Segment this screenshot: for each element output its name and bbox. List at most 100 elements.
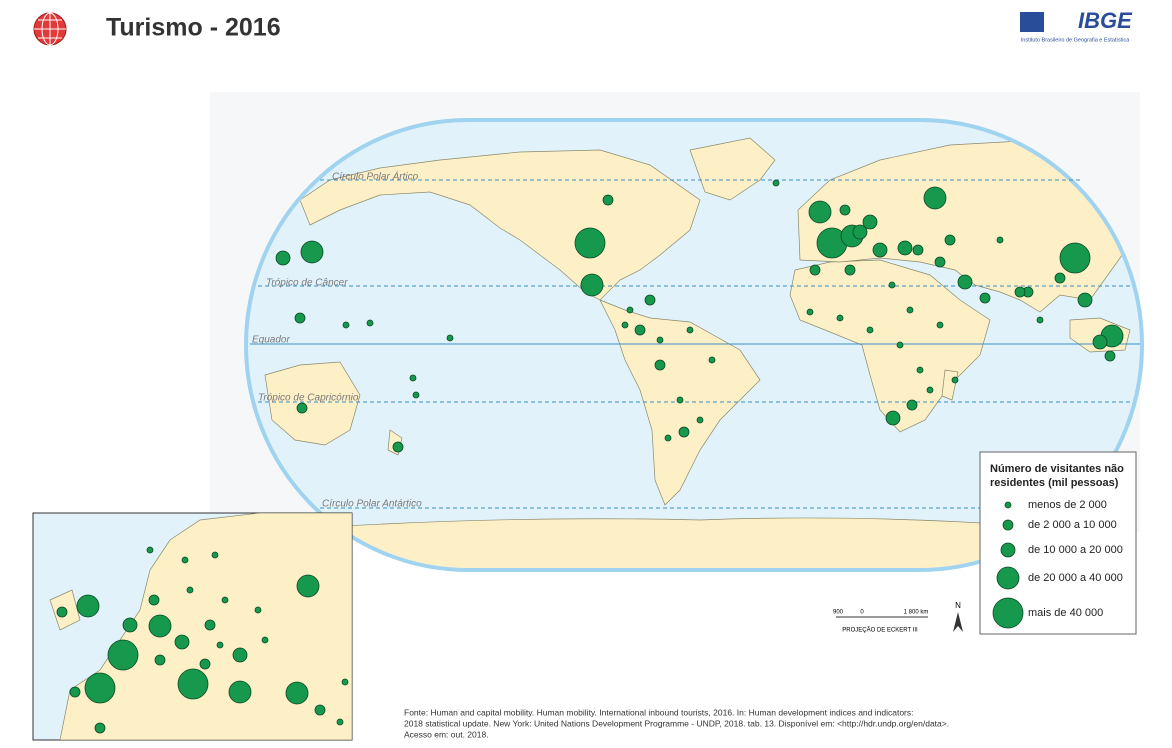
tourism-circle: [1104, 350, 1116, 362]
greenland: [689, 137, 776, 201]
tourism-circle: [232, 647, 248, 663]
tourism-circle: [216, 641, 224, 649]
tourism-circle: [644, 294, 656, 306]
tourism-circle: [154, 654, 166, 666]
tourism-circle: [69, 686, 81, 698]
tourism-circle: [1036, 316, 1044, 324]
tourism-circle: [626, 306, 634, 314]
tourism-circle: [341, 678, 349, 686]
tourism-circle: [696, 416, 704, 424]
projection: PROJEÇÃO DE ECKERT III: [842, 627, 918, 634]
legend-label: de 20 000 a 40 000: [1028, 572, 1123, 584]
tourism-circle: [342, 321, 350, 329]
tourism-circle: [1054, 272, 1066, 284]
tourism-circle: [897, 240, 913, 256]
tourism-circle: [366, 319, 374, 327]
tourism-circle: [979, 292, 991, 304]
parallel-label: Trópico de Capricórnio: [258, 393, 359, 404]
tourism-circle: [261, 636, 269, 644]
tourism-circle: [926, 386, 934, 394]
tourism-circle: [174, 634, 190, 650]
tourism-circle: [148, 614, 172, 638]
tourism-circle: [296, 402, 308, 414]
legend-symbol: [1000, 542, 1016, 558]
parallel-label: Trópico de Câncer: [266, 278, 348, 289]
tourism-circle: [211, 551, 219, 559]
tourism-circle: [678, 426, 690, 438]
logo: IBGE: [1078, 8, 1133, 33]
tourism-circle: [621, 321, 629, 329]
tourism-circle: [1014, 286, 1026, 298]
legend-title: Número de visitantes não: [990, 463, 1124, 475]
tourism-circle: [446, 334, 454, 342]
title: Turismo - 2016: [106, 14, 281, 42]
tourism-circle: [916, 366, 924, 374]
tourism-circle: [809, 264, 821, 276]
tourism-circle: [76, 594, 100, 618]
north: N: [955, 601, 961, 610]
tourism-circle: [285, 681, 309, 705]
australia: [264, 361, 361, 446]
legend-symbol: [1004, 501, 1012, 509]
tourism-circle: [254, 606, 262, 614]
inset-circles: [56, 546, 349, 734]
tourism-circle: [634, 324, 646, 336]
parallel-label: Círculo Polar Antártico: [322, 499, 422, 510]
tourism-circle: [806, 308, 814, 316]
tourism-circle: [862, 214, 878, 230]
tourism-circle: [852, 224, 868, 240]
tourism-circle: [656, 336, 664, 344]
tourism-circle: [839, 204, 851, 216]
tourism-circle: [294, 312, 306, 324]
tourism-circle: [676, 396, 684, 404]
tourism-circle: [808, 200, 832, 224]
tourism-circle: [866, 326, 874, 334]
tourism-circle: [686, 326, 694, 334]
legend-label: de 2 000 a 10 000: [1028, 519, 1117, 531]
tourism-circle: [1077, 292, 1093, 308]
africa: [789, 259, 991, 433]
tourism-circle: [1092, 334, 1108, 350]
north-america: [299, 149, 701, 301]
tourism-circle: [836, 314, 844, 322]
tourism-circle: [934, 256, 946, 268]
legend-symbol: [992, 597, 1024, 629]
tourism-circle: [221, 596, 229, 604]
tourism-circle: [148, 594, 160, 606]
tourism-circle: [122, 617, 138, 633]
tourism-circle: [885, 410, 901, 426]
tourism-circle: [228, 680, 252, 704]
legend-symbol: [1002, 519, 1014, 531]
parallel-label: Equador: [252, 335, 290, 346]
scale-label: 1 800 km: [904, 610, 929, 616]
tourism-circle: [84, 672, 116, 704]
tourism-circle: [177, 668, 209, 700]
tourism-circle: [181, 556, 189, 564]
tourism-circle: [392, 441, 404, 453]
tourism-circle: [906, 306, 914, 314]
logo-mark: [1020, 12, 1044, 32]
parallel-label: Círculo Polar Ártico: [332, 170, 419, 183]
scale-label: 0: [860, 610, 864, 616]
tourism-circle: [275, 250, 291, 266]
tourism-circle: [664, 434, 672, 442]
tourism-circle: [923, 186, 947, 210]
source: Acesso em: out. 2018.: [404, 729, 489, 739]
legend-label: menos de 2 000: [1028, 499, 1107, 511]
tourism-circle: [888, 281, 896, 289]
tourism-circle: [580, 273, 604, 297]
tourism-circle: [906, 399, 918, 411]
tourism-circle: [296, 574, 320, 598]
source: Fonte: Human and capital mobility. Human…: [404, 707, 914, 717]
tourism-circle: [912, 244, 924, 256]
tourism-circle: [146, 546, 154, 554]
tourism-circle: [314, 704, 326, 716]
tourism-circle: [94, 722, 106, 734]
tourism-circle: [872, 242, 888, 258]
source: 2018 statistical update. New York: Unite…: [404, 718, 949, 728]
tourism-circle: [896, 341, 904, 349]
tourism-circle: [772, 179, 780, 187]
tourism-circle: [1059, 242, 1091, 274]
legend-label: mais de 40 000: [1028, 607, 1103, 619]
